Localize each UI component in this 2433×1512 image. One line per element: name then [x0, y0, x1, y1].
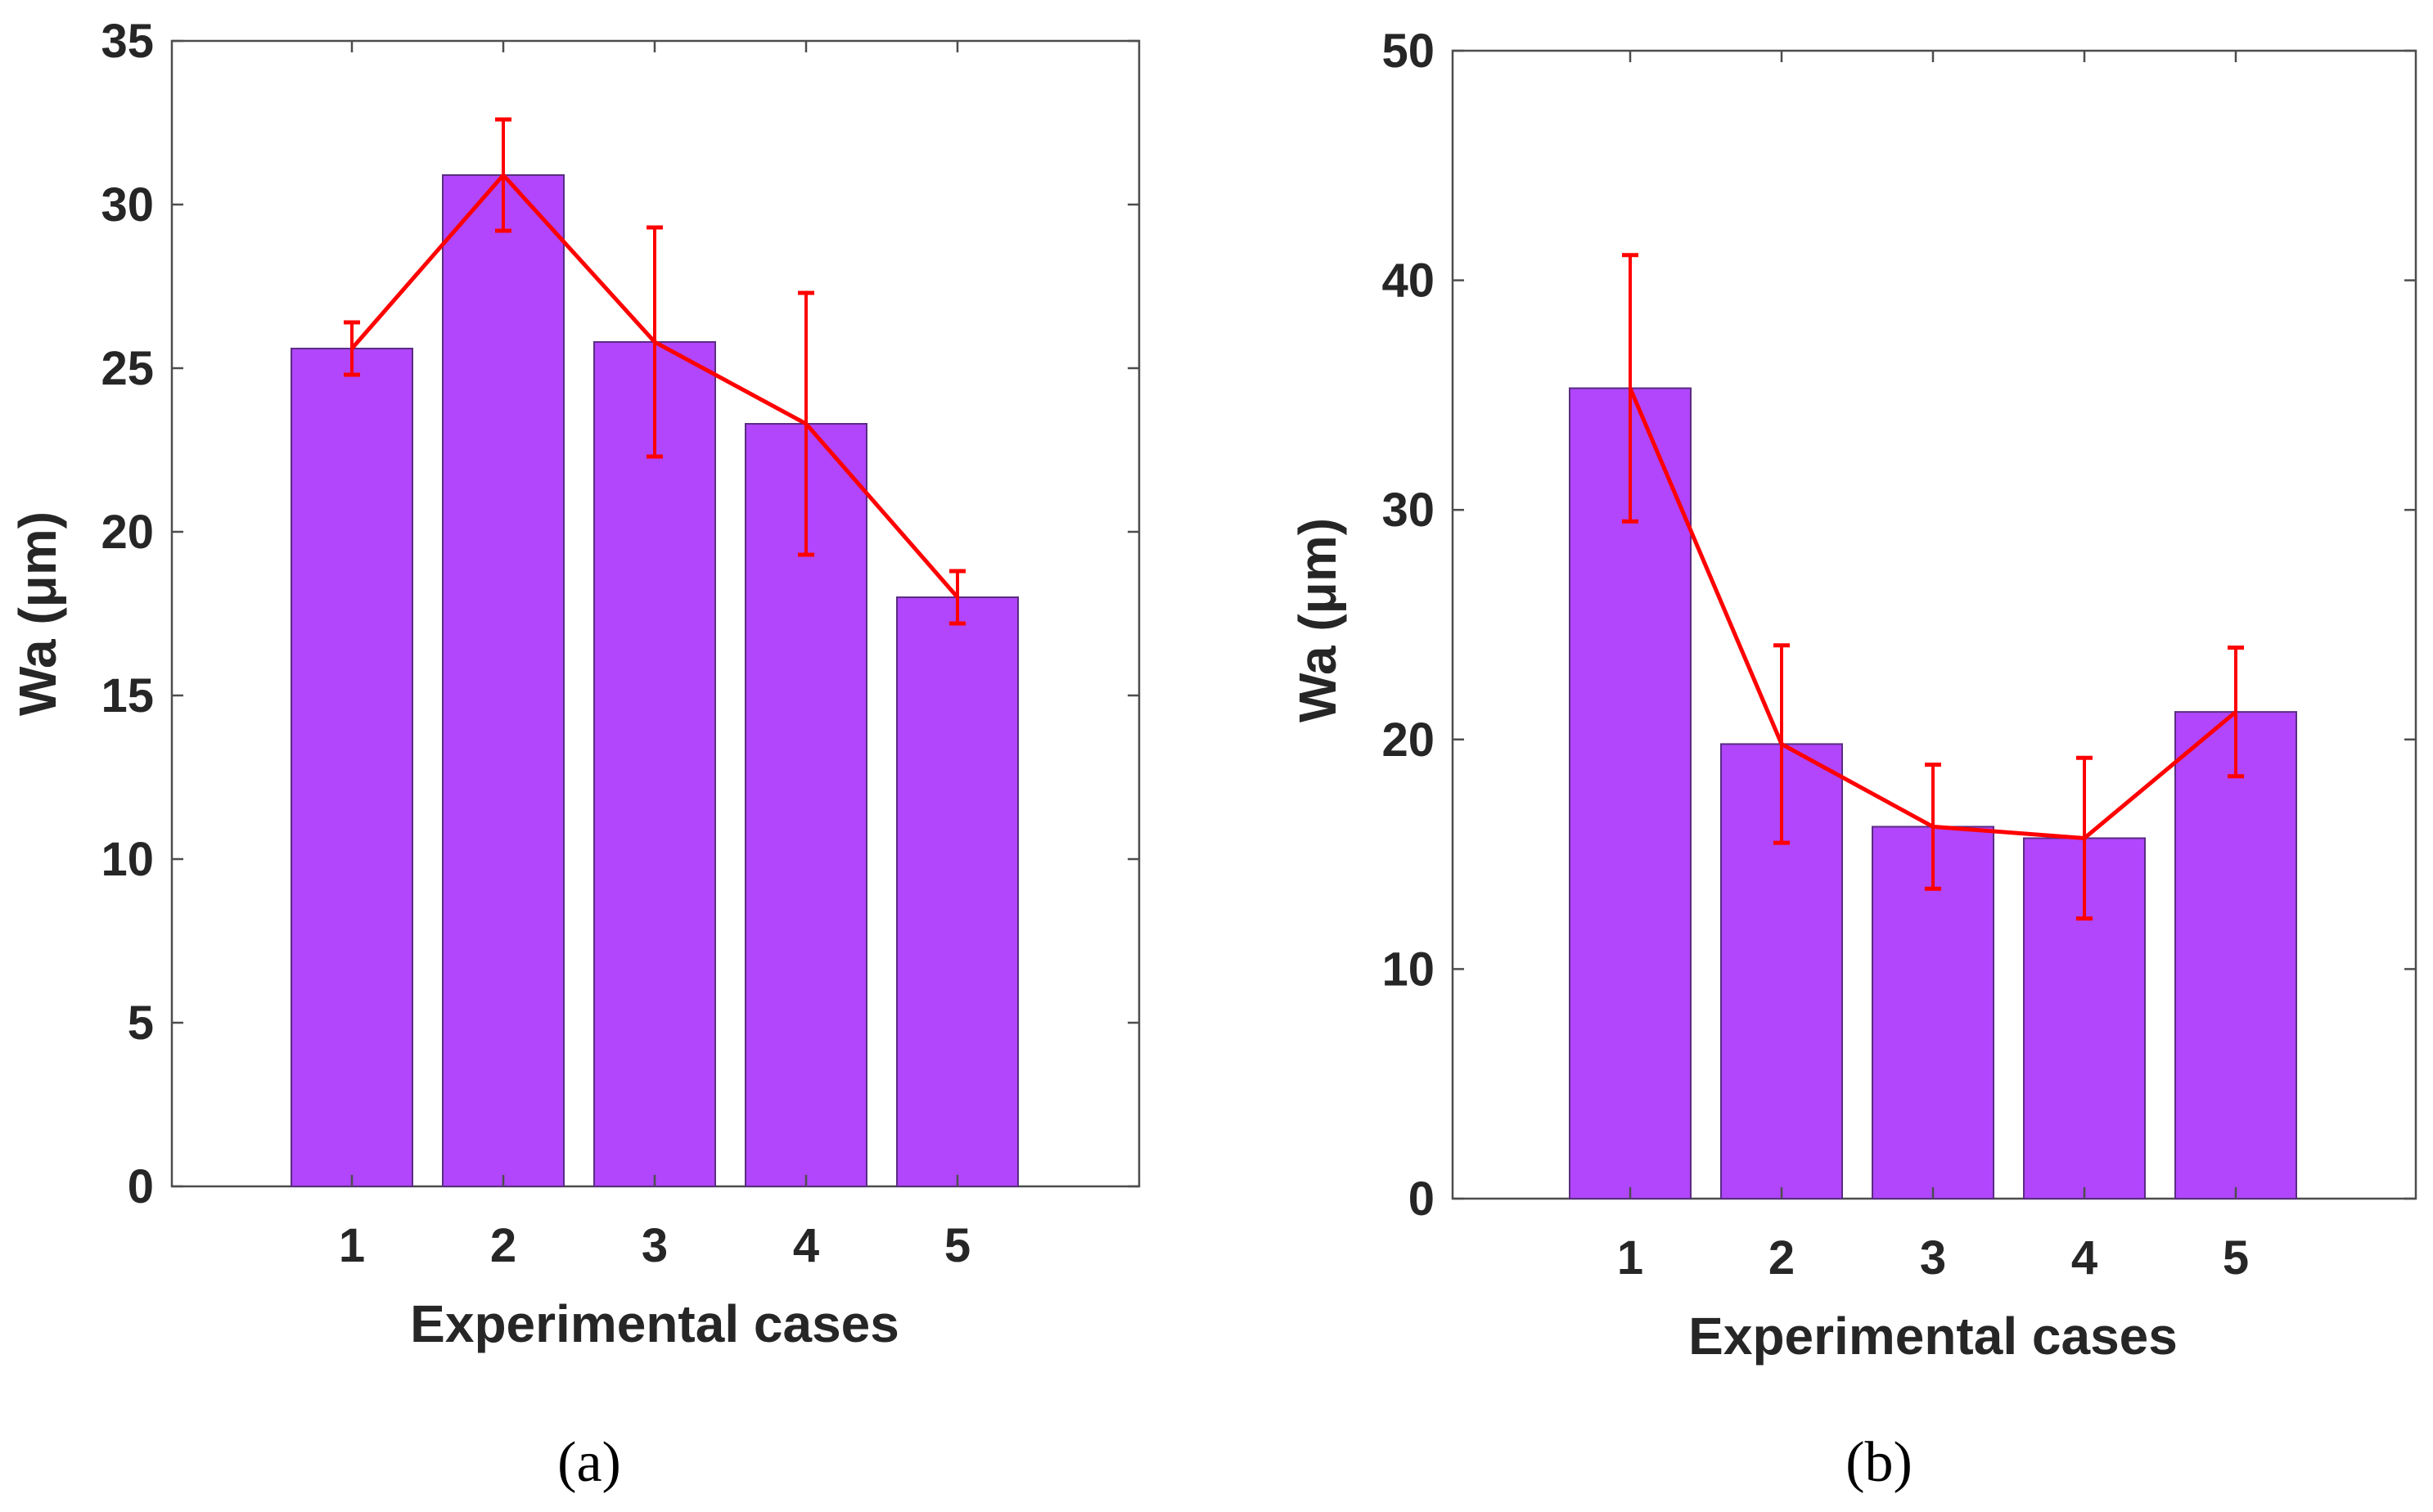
bar-case-1 — [291, 348, 413, 1187]
y-tick-label: 20 — [1381, 713, 1435, 767]
x-tick-label: 3 — [1920, 1231, 1946, 1285]
error-bar-case-3 — [1925, 763, 1941, 891]
y-axis-label: Wa (μm) — [8, 511, 67, 716]
bar-case-2 — [442, 174, 565, 1187]
x-axis-label: Experimental cases — [1688, 1307, 2178, 1366]
x-tick-label: 5 — [2223, 1231, 2249, 1285]
x-tick-label: 3 — [642, 1219, 668, 1272]
y-axis-label: Wa (μm) — [1288, 518, 1347, 722]
error-bar-case-2 — [495, 117, 511, 233]
bar-case-5 — [2174, 711, 2297, 1199]
y-tick-label: 40 — [1381, 254, 1435, 308]
error-bar-case-5 — [949, 569, 966, 626]
x-tick-label: 4 — [793, 1219, 819, 1272]
error-bar-case-2 — [1773, 643, 1790, 845]
bar-case-5 — [896, 596, 1019, 1187]
x-tick-label: 4 — [2071, 1231, 2097, 1285]
y-tick-label: 35 — [101, 15, 154, 68]
y-tick-label: 5 — [128, 997, 154, 1050]
figure-caption: (b) — [1845, 1431, 1913, 1494]
x-tick-label: 2 — [490, 1219, 516, 1272]
x-tick-label: 2 — [1768, 1231, 1795, 1285]
bar-case-3 — [593, 341, 716, 1187]
y-tick-label: 20 — [101, 506, 154, 559]
error-bar-case-4 — [798, 290, 814, 557]
error-bar-case-3 — [647, 225, 663, 459]
x-axis-label: Experimental cases — [410, 1294, 899, 1353]
chart-a: 0 5 10 15 20 25 30 35 1 2 3 4 5 Experimental cases Wa … — [8, 15, 1141, 1494]
y-tick-label: 25 — [101, 342, 154, 395]
figure-caption: (a) — [557, 1431, 621, 1494]
y-tick-label: 50 — [1381, 25, 1435, 78]
y-tick-label: 0 — [1408, 1172, 1435, 1226]
error-bar-case-4 — [2076, 755, 2093, 921]
y-tick-label: 10 — [101, 833, 154, 886]
error-bar-case-1 — [1622, 253, 1638, 524]
x-tick-label: 1 — [339, 1219, 365, 1272]
chart-b: 0 10 20 30 40 50 1 2 3 4 5 Experimental cases Wa (μm… — [1288, 25, 2417, 1494]
y-tick-label: 15 — [101, 669, 154, 722]
error-bar-case-5 — [2228, 646, 2244, 779]
x-tick-label: 1 — [1617, 1231, 1643, 1285]
y-tick-label: 30 — [1381, 484, 1435, 537]
y-tick-label: 10 — [1381, 943, 1435, 996]
error-bar-case-1 — [344, 320, 360, 377]
x-tick-label: 5 — [944, 1219, 971, 1272]
y-tick-label: 30 — [101, 178, 154, 232]
y-tick-label: 0 — [128, 1160, 154, 1213]
